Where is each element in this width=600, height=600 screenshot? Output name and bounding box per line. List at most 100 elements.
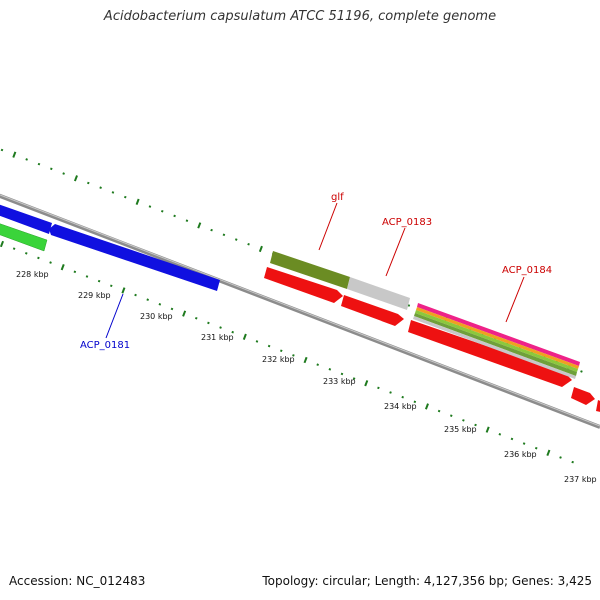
minor-tick xyxy=(292,354,295,357)
minor-tick xyxy=(146,298,149,301)
minor-tick xyxy=(49,261,52,264)
reverse-gene-3[interactable] xyxy=(408,320,572,387)
minor-tick xyxy=(389,391,392,394)
major-tick xyxy=(242,333,247,340)
acp0181-leader xyxy=(105,293,124,339)
scale-label: 230 kbp xyxy=(140,312,173,321)
scale-label: 235 kbp xyxy=(444,425,477,434)
map-title: Acidobacterium capsulatum ATCC 51196, co… xyxy=(103,9,497,24)
minor-tick xyxy=(267,344,271,348)
minor-tick xyxy=(87,181,90,185)
minor-tick xyxy=(207,321,210,325)
gene-features xyxy=(0,203,600,414)
major-tick xyxy=(182,310,187,317)
minor-tick xyxy=(185,219,189,222)
minor-tick xyxy=(377,386,380,390)
minor-tick xyxy=(510,437,514,441)
minor-tick xyxy=(123,195,127,199)
minor-tick xyxy=(158,303,162,306)
major-tick xyxy=(135,198,140,205)
major-tick xyxy=(121,287,126,294)
minor-tick xyxy=(99,186,102,189)
major-tick xyxy=(424,403,429,410)
minor-tick xyxy=(474,423,477,427)
gene-labels: glf ACP_0183 ACP_0184 ACP_0181 xyxy=(80,192,552,351)
minor-tick xyxy=(219,326,222,329)
gene-label-acp0184[interactable]: ACP_0184 xyxy=(502,265,552,276)
minor-tick xyxy=(340,372,344,376)
major-tick xyxy=(73,175,78,182)
inner-tick-ring: 228 kbp 229 kbp 230 kbp 231 kbp 232 kbp 233 k… xyxy=(0,240,597,484)
major-tick xyxy=(364,380,369,387)
acp0184-gene[interactable] xyxy=(413,303,580,379)
minor-tick xyxy=(0,148,4,152)
genome-summary-text: Topology: circular; Length: 4,127,356 bp… xyxy=(262,574,592,588)
glf-leader xyxy=(318,202,338,251)
acp0183-gene[interactable] xyxy=(347,277,410,310)
scale-label: 237 kbp xyxy=(564,475,597,484)
scale-label: 234 kbp xyxy=(384,402,417,411)
backbone-highlight xyxy=(0,194,600,427)
forward-gene-left[interactable] xyxy=(0,203,52,234)
major-tick xyxy=(0,240,5,248)
minor-tick xyxy=(522,442,526,445)
minor-tick xyxy=(111,191,115,194)
major-tick xyxy=(197,222,202,229)
scale-label: 232 kbp xyxy=(262,355,295,364)
major-tick xyxy=(258,245,263,253)
minor-tick xyxy=(109,284,113,288)
reverse-gene-2[interactable] xyxy=(341,295,404,326)
minor-tick xyxy=(12,247,16,250)
acp0184-leader xyxy=(505,276,525,323)
forward-gene-acp0181[interactable] xyxy=(49,224,220,291)
acp0183-leader xyxy=(385,227,406,277)
gene-label-acp0181[interactable]: ACP_0181 xyxy=(80,340,130,351)
minor-tick xyxy=(352,377,356,380)
scale-label: 229 kbp xyxy=(78,291,111,300)
minor-tick xyxy=(559,456,562,459)
scale-label: 236 kbp xyxy=(504,450,537,459)
minor-tick xyxy=(462,419,465,422)
major-tick xyxy=(12,151,17,158)
backbone-line xyxy=(0,193,600,429)
minor-tick xyxy=(413,400,417,404)
minor-tick xyxy=(73,270,77,274)
label-leaders xyxy=(105,202,525,339)
scale-label: 233 kbp xyxy=(323,377,356,386)
minor-tick xyxy=(160,209,164,213)
scale-label: 228 kbp xyxy=(16,270,49,279)
major-tick xyxy=(546,449,551,457)
minor-tick xyxy=(437,409,441,413)
gene-label-acp0183[interactable]: ACP_0183 xyxy=(382,217,432,228)
minor-tick xyxy=(24,251,28,255)
minor-tick xyxy=(231,330,234,334)
minor-tick xyxy=(62,172,65,175)
minor-tick xyxy=(571,460,574,464)
minor-tick xyxy=(170,307,174,311)
minor-tick xyxy=(255,340,259,343)
minor-tick xyxy=(50,167,53,171)
glf-gene[interactable] xyxy=(270,251,350,289)
minor-tick xyxy=(222,233,226,237)
minor-tick xyxy=(210,228,213,232)
minor-tick xyxy=(449,414,453,418)
minor-tick xyxy=(247,242,250,246)
minor-tick xyxy=(25,158,28,161)
minor-tick xyxy=(534,446,538,450)
minor-tick xyxy=(85,275,89,278)
reverse-gene-1[interactable] xyxy=(264,267,343,303)
minor-tick xyxy=(148,205,152,208)
minor-tick xyxy=(407,304,411,307)
reverse-gene-4[interactable] xyxy=(571,387,595,405)
minor-tick xyxy=(134,293,137,297)
reverse-gene-5[interactable] xyxy=(596,400,600,414)
minor-tick xyxy=(498,432,502,436)
minor-tick xyxy=(316,363,319,366)
minor-tick xyxy=(279,349,283,353)
gene-label-glf[interactable]: glf xyxy=(331,192,344,203)
backbone xyxy=(0,193,600,429)
rna-gene-left[interactable] xyxy=(0,222,48,252)
minor-tick xyxy=(580,370,583,373)
